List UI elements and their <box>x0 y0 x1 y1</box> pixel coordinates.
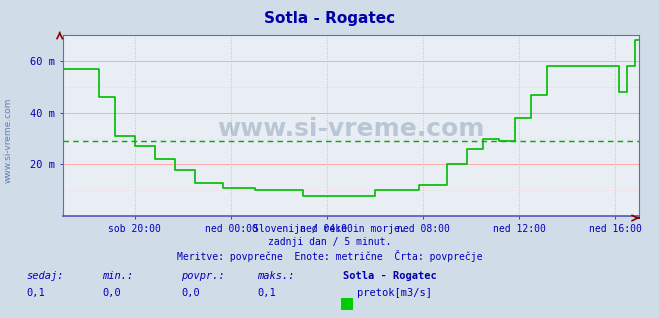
Text: povpr.:: povpr.: <box>181 272 225 281</box>
Text: www.si-vreme.com: www.si-vreme.com <box>4 97 13 183</box>
Text: zadnji dan / 5 minut.: zadnji dan / 5 minut. <box>268 237 391 247</box>
Text: Meritve: povprečne  Enote: metrične  Črta: povprečje: Meritve: povprečne Enote: metrične Črta:… <box>177 250 482 262</box>
Text: www.si-vreme.com: www.si-vreme.com <box>217 117 484 141</box>
Text: Sotla - Rogatec: Sotla - Rogatec <box>264 11 395 26</box>
Text: maks.:: maks.: <box>257 272 295 281</box>
Text: 0,1: 0,1 <box>257 288 275 298</box>
Text: 0,0: 0,0 <box>181 288 200 298</box>
Text: Slovenija / reke in morje.: Slovenija / reke in morje. <box>253 224 406 234</box>
Text: Sotla - Rogatec: Sotla - Rogatec <box>343 272 436 281</box>
Text: pretok[m3/s]: pretok[m3/s] <box>357 288 432 298</box>
Text: 0,0: 0,0 <box>102 288 121 298</box>
Text: min.:: min.: <box>102 272 133 281</box>
Text: 0,1: 0,1 <box>26 288 45 298</box>
Text: sedaj:: sedaj: <box>26 272 64 281</box>
